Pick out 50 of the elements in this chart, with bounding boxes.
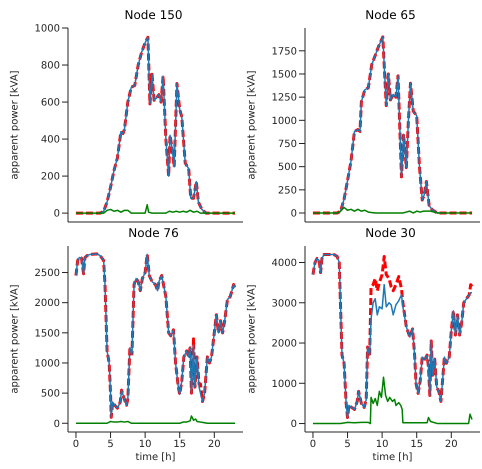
y-tick-label: 250 — [278, 185, 297, 196]
chart-title: Node 30 — [364, 226, 417, 242]
y-tick-label: 800 — [40, 60, 60, 72]
y-tick-label: 1500 — [34, 328, 60, 340]
x-tick-label: 5 — [344, 439, 351, 450]
x-axis-title: time [h] — [136, 452, 176, 463]
y-tick-label: 500 — [40, 388, 60, 400]
y-axis-title: apparent power [kVA] — [10, 284, 21, 394]
chart-title: Node 65 — [364, 8, 417, 24]
y-tick-label: 500 — [278, 162, 297, 174]
x-tick-label: 10 — [376, 439, 388, 450]
y-tick-label: 2000 — [34, 298, 60, 310]
y-tick-label: 0 — [290, 208, 297, 220]
x-tick-label: 0 — [72, 439, 80, 450]
y-tick-label: 1000 — [272, 116, 297, 127]
y-tick-label: 3000 — [272, 298, 297, 310]
y-tick-label: 1750 — [272, 46, 297, 58]
x-tick-label: 5 — [107, 439, 114, 450]
y-tick-label: 400 — [40, 134, 60, 146]
x-tick-label: 10 — [138, 439, 152, 450]
line-series — [312, 376, 473, 424]
line-series — [311, 35, 474, 215]
x-axis-title: time [h] — [372, 452, 413, 463]
x-tick-label: 20 — [208, 439, 221, 450]
y-tick-label: 2000 — [272, 338, 297, 350]
x-tick-label: 15 — [173, 439, 186, 450]
y-tick-label: 2500 — [34, 268, 60, 280]
y-tick-label: 0 — [54, 418, 60, 430]
y-tick-label: 1250 — [272, 92, 297, 104]
y-axis-title: apparent power [kVA] — [246, 284, 258, 394]
x-tick-label: 0 — [310, 439, 316, 450]
line-series — [75, 204, 236, 214]
y-tick-label: 0 — [54, 208, 60, 220]
y-tick-label: 600 — [40, 98, 60, 109]
y-axis-title: apparent power [kVA] — [10, 70, 21, 180]
y-tick-label: 1000 — [34, 358, 60, 370]
y-tick-label: 1000 — [34, 24, 60, 35]
y-tick-label: 750 — [278, 139, 297, 150]
y-tick-label: 1500 — [272, 70, 297, 81]
y-tick-label: 4000 — [272, 258, 297, 270]
chart-title: Node 150 — [123, 8, 184, 24]
line-series — [74, 36, 237, 215]
x-tick-label: 15 — [410, 439, 424, 450]
y-tick-label: 200 — [40, 172, 60, 183]
y-tick-label: 0 — [290, 419, 297, 430]
y-tick-label: 1000 — [272, 378, 297, 390]
x-tick-label: 20 — [444, 439, 458, 450]
line-series — [75, 415, 236, 424]
chart-title: Node 76 — [127, 226, 180, 242]
y-axis-title: apparent power [kVA] — [246, 70, 258, 180]
